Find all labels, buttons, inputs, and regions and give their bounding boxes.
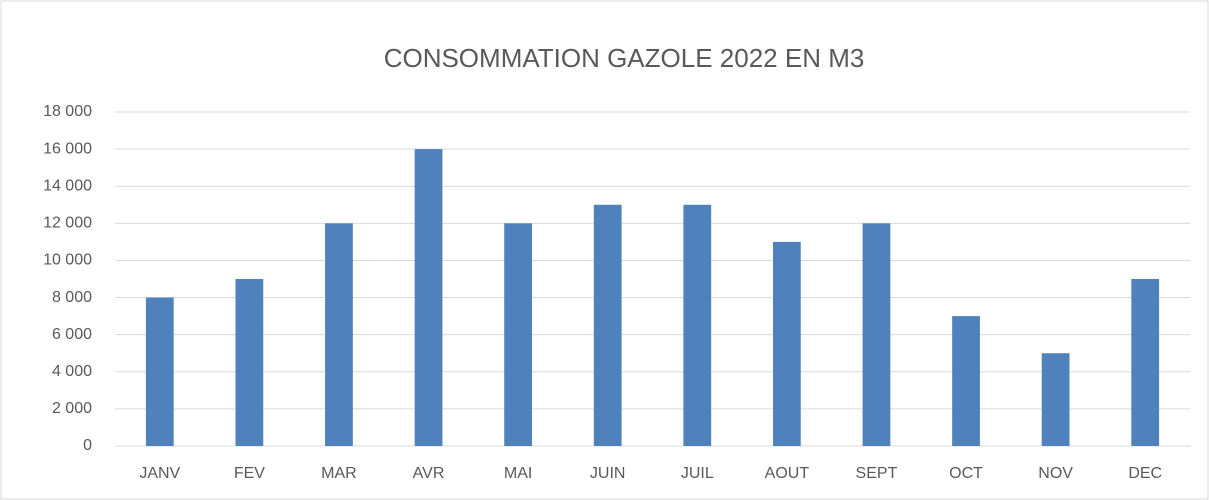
x-tick-label: JUIL [681,465,714,482]
bar [414,149,443,446]
bar [1131,279,1160,446]
x-tick-label: NOV [1038,465,1073,482]
x-tick-label: AVR [413,465,445,482]
bar [952,316,980,446]
bar [504,223,533,446]
bar [862,223,891,446]
bar [593,204,622,446]
y-tick-label: 8 000 [52,289,92,306]
y-tick-label: 12 000 [43,215,92,232]
x-tick-label: MAR [321,465,357,482]
bar [1041,353,1070,446]
bar [325,223,353,446]
y-tick-label: 2 000 [52,400,92,417]
x-tick-label: JUIN [590,465,626,482]
y-tick-label: 18 000 [43,103,92,120]
y-tick-label: 6 000 [52,326,92,343]
y-tick-label: 4 000 [52,363,92,380]
bar [235,279,264,446]
y-tick-label: 0 [83,437,92,454]
x-tick-label: OCT [949,465,983,482]
y-tick-label: 16 000 [43,140,92,157]
bar [683,204,712,446]
x-tick-label: MAI [504,465,532,482]
x-tick-label: DEC [1128,465,1162,482]
chart-title: CONSOMMATION GAZOLE 2022 EN M3 [384,43,865,73]
y-tick-label: 14 000 [43,177,92,194]
x-tick-label: AOUT [765,465,810,482]
x-tick-label: JANV [139,465,180,482]
x-tick-label: FEV [234,465,265,482]
y-tick-label: 10 000 [43,252,92,269]
bar [772,241,801,446]
bar [145,297,174,446]
x-tick-label: SEPT [856,465,898,482]
